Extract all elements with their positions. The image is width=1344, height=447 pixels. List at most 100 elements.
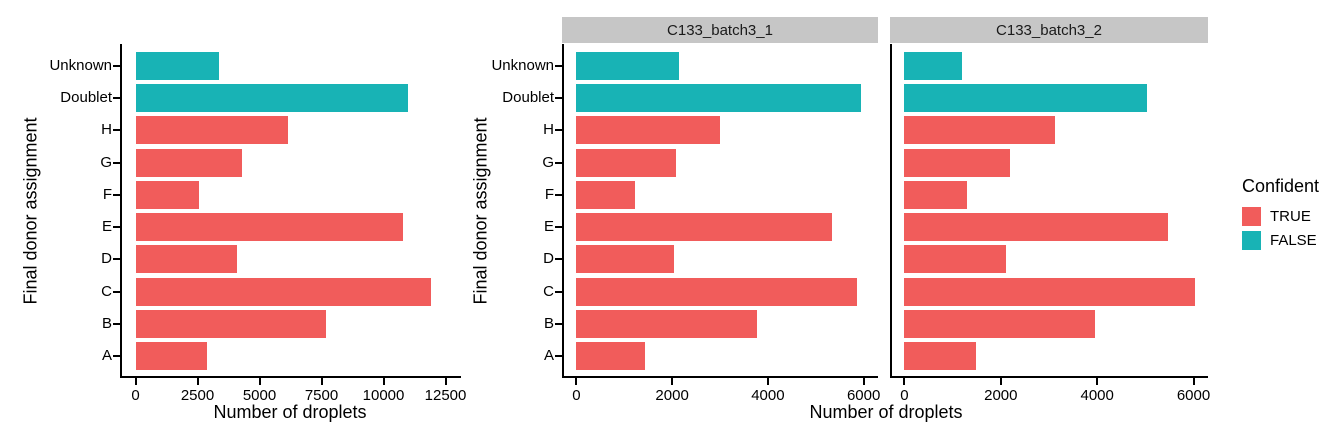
y-tick-mark: [555, 161, 562, 164]
x-tick-label: 0: [131, 387, 140, 404]
y-tick-mark: [113, 290, 120, 293]
y-tick-mark: [113, 65, 120, 67]
bar-d: [576, 245, 674, 274]
x-tick-mark: [671, 378, 674, 385]
y-tick-mark: [555, 65, 562, 67]
bar-f: [904, 180, 968, 209]
bar-g: [135, 148, 243, 177]
y-axis-label: F: [544, 185, 554, 203]
bar-f: [576, 180, 636, 209]
legend-entry-true: TRUE: [1242, 207, 1319, 226]
y-axis-label: C: [101, 282, 112, 300]
bar-unknown: [576, 52, 680, 80]
y-tick-mark: [555, 97, 562, 100]
x-tick-label: 0: [572, 387, 581, 404]
y-axis-label: D: [101, 250, 112, 268]
bar-h: [135, 116, 289, 145]
y-axis-label: D: [543, 250, 554, 268]
y-tick-mark: [555, 226, 562, 229]
bar-h: [904, 116, 1055, 145]
y-tick-mark: [555, 290, 562, 293]
y-tick-mark: [555, 129, 562, 132]
y-axis-label: G: [100, 153, 112, 171]
x-tick-mark: [196, 378, 199, 385]
x-tick-label: 2000: [655, 387, 689, 404]
legend-label-true: TRUE: [1270, 208, 1311, 225]
x-tick-label: 6000: [1176, 387, 1211, 404]
y-tick-mark: [113, 129, 120, 132]
y-tick-mark: [113, 258, 120, 261]
bar-doublet: [904, 84, 1147, 113]
bar-h: [576, 116, 720, 145]
y-tick-mark: [555, 322, 562, 325]
x-tick-mark: [382, 378, 385, 385]
y-axis-label: H: [101, 121, 112, 139]
y-tick-mark: [555, 193, 562, 196]
x-tick-mark: [134, 378, 137, 385]
bar-d: [135, 245, 238, 274]
bar-doublet: [135, 84, 409, 113]
x-tick-label: 4000: [1080, 387, 1114, 404]
facet-strip-batch3-1: C133_batch3_1: [562, 17, 878, 43]
legend-swatch-false-icon: [1242, 231, 1261, 250]
bar-e: [576, 213, 832, 242]
facet-strip-batch3-1-label: C133_batch3_1: [667, 21, 773, 39]
y-axis-label: A: [101, 347, 112, 364]
y-axis-label: E: [101, 218, 112, 236]
y-axis-label: E: [543, 218, 554, 236]
x-tick-label: 12500: [424, 387, 467, 404]
x-tick-label: 4000: [751, 387, 785, 404]
x-tick-mark: [1192, 378, 1195, 385]
bar-a: [135, 342, 208, 370]
x-axis-title-left: Number of droplets: [213, 402, 367, 422]
y-tick-mark: [113, 322, 120, 325]
y-tick-mark: [113, 193, 120, 196]
bar-f: [135, 180, 199, 209]
y-axis-label: Doublet: [60, 89, 112, 107]
bar-g: [576, 148, 676, 177]
bar-c: [904, 277, 1196, 306]
x-tick-mark: [444, 378, 447, 385]
y-tick-mark: [113, 226, 120, 229]
x-tick-label: 7500: [304, 387, 339, 404]
y-axis-label: Unknown: [491, 57, 554, 74]
x-tick-mark: [999, 378, 1002, 385]
bar-c: [135, 277, 431, 306]
y-axis-label: Unknown: [49, 57, 112, 74]
bar-unknown: [904, 52, 963, 80]
y-axis-title-right: Final donor assignment: [470, 117, 491, 305]
bar-d: [904, 245, 1006, 274]
y-axis-label: B: [101, 314, 112, 332]
y-axis-label: F: [102, 185, 112, 203]
y-tick-mark: [113, 161, 120, 164]
bar-g: [904, 148, 1011, 177]
bar-a: [904, 342, 976, 370]
bar-a: [576, 342, 645, 370]
x-tick-label: 2500: [180, 387, 215, 404]
x-tick-label: 0: [900, 387, 909, 404]
y-axis-title-left: Final donor assignment: [20, 117, 41, 305]
bar-b: [135, 309, 327, 338]
y-axis-label: G: [542, 153, 554, 171]
x-tick-mark: [903, 378, 906, 385]
bar-e: [904, 213, 1169, 242]
chart-panel-total: [120, 44, 461, 378]
facet-strip-batch3-2: C133_batch3_2: [890, 17, 1208, 43]
x-tick-mark: [766, 378, 769, 385]
x-tick-label: 6000: [846, 387, 881, 404]
legend-entry-false: FALSE: [1242, 231, 1319, 250]
legend-swatch-true-icon: [1242, 207, 1261, 226]
bar-b: [576, 309, 757, 338]
x-tick-mark: [258, 378, 261, 385]
y-tick-mark: [113, 355, 120, 357]
y-tick-mark: [555, 258, 562, 261]
legend-label-false: FALSE: [1270, 232, 1317, 249]
y-axis-label: H: [543, 121, 554, 139]
x-tick-label: 5000: [242, 387, 277, 404]
x-axis-title-right: Number of droplets: [809, 402, 963, 422]
y-axis-label: Doublet: [502, 89, 554, 107]
chart-panel-batch3-1: [562, 44, 878, 378]
bar-e: [135, 213, 404, 242]
x-tick-label: 10000: [362, 387, 405, 404]
